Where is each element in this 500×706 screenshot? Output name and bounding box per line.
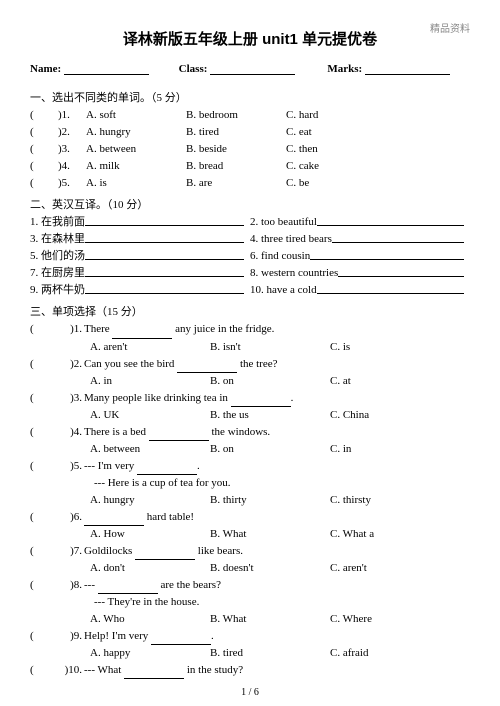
- translation-item: 3. 在森林里: [30, 231, 250, 248]
- mcq-options: A. don'tB. doesn'tC. aren't: [30, 560, 470, 577]
- mcq-question: ()4.There is a bed the windows.: [30, 424, 470, 441]
- mcq-options: A. happyB. tiredC. afraid: [30, 645, 470, 662]
- mcq-question: ()8.--- are the bears?: [30, 577, 470, 594]
- mcq-question: ()5.--- I'm very .: [30, 458, 470, 475]
- mcq-sub: --- Here is a cup of tea for you.: [30, 475, 470, 492]
- translation-item: 10. have a cold: [250, 282, 470, 299]
- translation-item: 2. too beautiful: [250, 214, 470, 231]
- section-2-title: 二、英汉互译。（10 分）: [30, 196, 470, 212]
- doc-title: 译林新版五年级上册 unit1 单元提优卷: [30, 28, 470, 49]
- mcq-options: A. UKB. the usC. China: [30, 407, 470, 424]
- mcq-options: A. hungryB. thirtyC. thirsty: [30, 492, 470, 509]
- header-fields: Name: Class: Marks:: [30, 63, 470, 75]
- name-blank[interactable]: [64, 63, 149, 75]
- mcq-options: A. WhoB. WhatC. Where: [30, 611, 470, 628]
- mcq-question: ()6. hard table!: [30, 509, 470, 526]
- translation-item: 9. 两杯牛奶: [30, 282, 250, 299]
- mcq-question: ()10.--- What in the study?: [30, 662, 470, 679]
- translation-item: 8. western countries: [250, 265, 470, 282]
- class-blank[interactable]: [210, 63, 295, 75]
- mcq-sub: --- They're in the house.: [30, 594, 470, 611]
- name-label: Name:: [30, 63, 61, 75]
- vocab-row: ()1.A. softB. bedroomC. hard: [30, 107, 470, 124]
- mcq-question: ()1.There any juice in the fridge.: [30, 321, 470, 338]
- vocab-row: ()2.A. hungryB. tiredC. eat: [30, 124, 470, 141]
- translation-item: 4. three tired bears: [250, 231, 470, 248]
- vocab-row: ()5.A. isB. areC. be: [30, 175, 470, 192]
- marks-label: Marks:: [327, 63, 362, 75]
- class-label: Class:: [179, 63, 208, 75]
- translation-item: 1. 在我前面: [30, 214, 250, 231]
- mcq-options: A. aren'tB. isn'tC. is: [30, 339, 470, 356]
- vocab-row: ()3.A. betweenB. besideC. then: [30, 141, 470, 158]
- mcq-question: ()9.Help! I'm very .: [30, 628, 470, 645]
- section-3-title: 三、单项选择（15 分）: [30, 303, 470, 319]
- mcq-question: ()3.Many people like drinking tea in .: [30, 390, 470, 407]
- vocab-row: ()4.A. milkB. breadC. cake: [30, 158, 470, 175]
- mcq-question: ()7.Goldilocks like bears.: [30, 543, 470, 560]
- page-number: 1 / 6: [0, 687, 500, 698]
- marks-blank[interactable]: [365, 63, 450, 75]
- translation-item: 7. 在厨房里: [30, 265, 250, 282]
- mcq-options: A. inB. onC. at: [30, 373, 470, 390]
- translation-item: 6. find cousin: [250, 248, 470, 265]
- mcq-options: A. betweenB. onC. in: [30, 441, 470, 458]
- mcq-options: A. HowB. WhatC. What a: [30, 526, 470, 543]
- watermark: 精品资料: [430, 20, 470, 35]
- section-1-title: 一、选出不同类的单词。（5 分）: [30, 89, 470, 105]
- mcq-question: ()2.Can you see the bird the tree?: [30, 356, 470, 373]
- translation-item: 5. 他们的汤: [30, 248, 250, 265]
- translation-grid: 1. 在我前面2. too beautiful3. 在森林里4. three t…: [30, 214, 470, 299]
